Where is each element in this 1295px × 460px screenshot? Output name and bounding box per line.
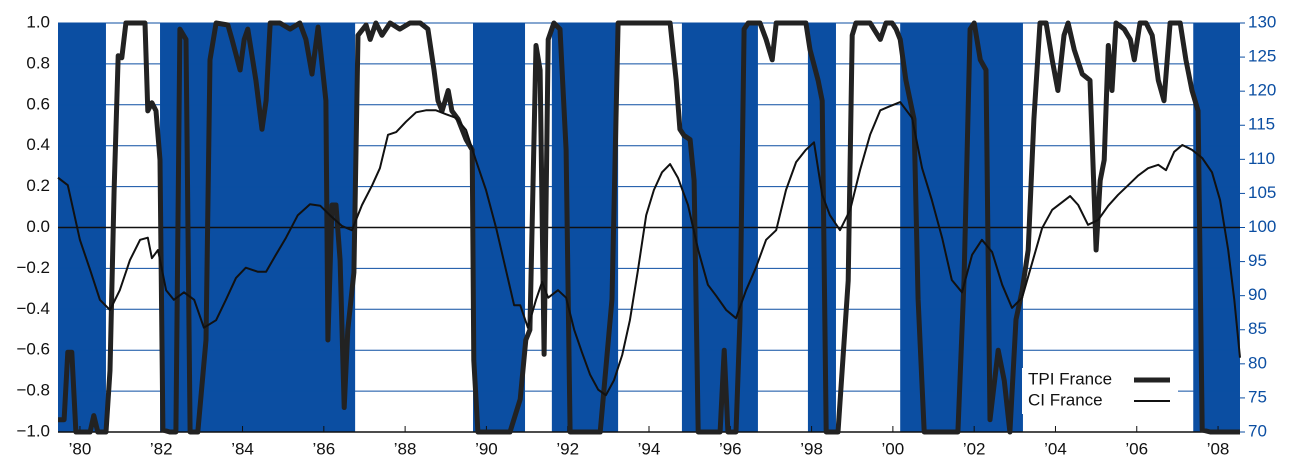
y2-tick-label: 115 [1248, 115, 1275, 134]
y2-tick-label: 100 [1248, 217, 1276, 236]
x-tick-label: ’92 [556, 439, 579, 458]
y-tick-label: 0.6 [26, 94, 50, 113]
y-tick-label: 0.8 [26, 53, 50, 72]
y-tick-label: −0.8 [16, 381, 50, 400]
x-tick-label: ’04 [1044, 439, 1067, 458]
y-tick-label: −0.4 [16, 299, 50, 318]
y2-tick-label: 130 [1248, 12, 1276, 31]
x-tick-label: ’86 [312, 439, 335, 458]
series-line [57, 101, 1241, 397]
x-tick-label: ’06 [1125, 439, 1148, 458]
legend-box [1022, 368, 1178, 414]
x-tick-label: ’96 [719, 439, 742, 458]
x-tick-label: ’98 [800, 439, 823, 458]
x-tick-label: ’90 [475, 439, 498, 458]
y2-tick-label: 110 [1248, 149, 1275, 168]
x-tick-label: ’94 [638, 439, 661, 458]
legend: TPI France CI France [1022, 368, 1178, 414]
y2-tick-label: 105 [1248, 183, 1276, 202]
y-tick-label: −0.6 [16, 340, 50, 359]
y2-tick-label: 85 [1248, 319, 1267, 338]
legend-label: CI France [1028, 390, 1103, 409]
y-tick-label: 0.4 [26, 135, 50, 154]
legend-label: TPI France [1028, 369, 1112, 388]
y-tick-label: 1.0 [26, 12, 50, 31]
x-tick-label: ’82 [150, 439, 173, 458]
y2-tick-label: 95 [1248, 251, 1267, 270]
x-tick-label: ’00 [882, 439, 905, 458]
x-tick-label: ’80 [69, 439, 92, 458]
y-tick-label: 0.0 [26, 217, 50, 236]
y2-tick-label: 80 [1248, 353, 1267, 372]
y2-tick-label: 90 [1248, 285, 1267, 304]
series-line [58, 20, 1240, 435]
y2-tick-label: 70 [1248, 421, 1267, 440]
y2-tick-label: 125 [1248, 47, 1276, 66]
x-tick-label: ’02 [963, 439, 986, 458]
y-tick-label: −1.0 [16, 421, 50, 440]
y2-tick-label: 75 [1248, 387, 1267, 406]
y-tick-label: 0.2 [26, 176, 50, 195]
x-tick-label: ’84 [231, 439, 254, 458]
x-tick-label: ’08 [1207, 439, 1230, 458]
y2-tick-label: 120 [1248, 81, 1276, 100]
x-tick-label: ’88 [394, 439, 417, 458]
y-tick-label: −0.2 [16, 258, 50, 277]
